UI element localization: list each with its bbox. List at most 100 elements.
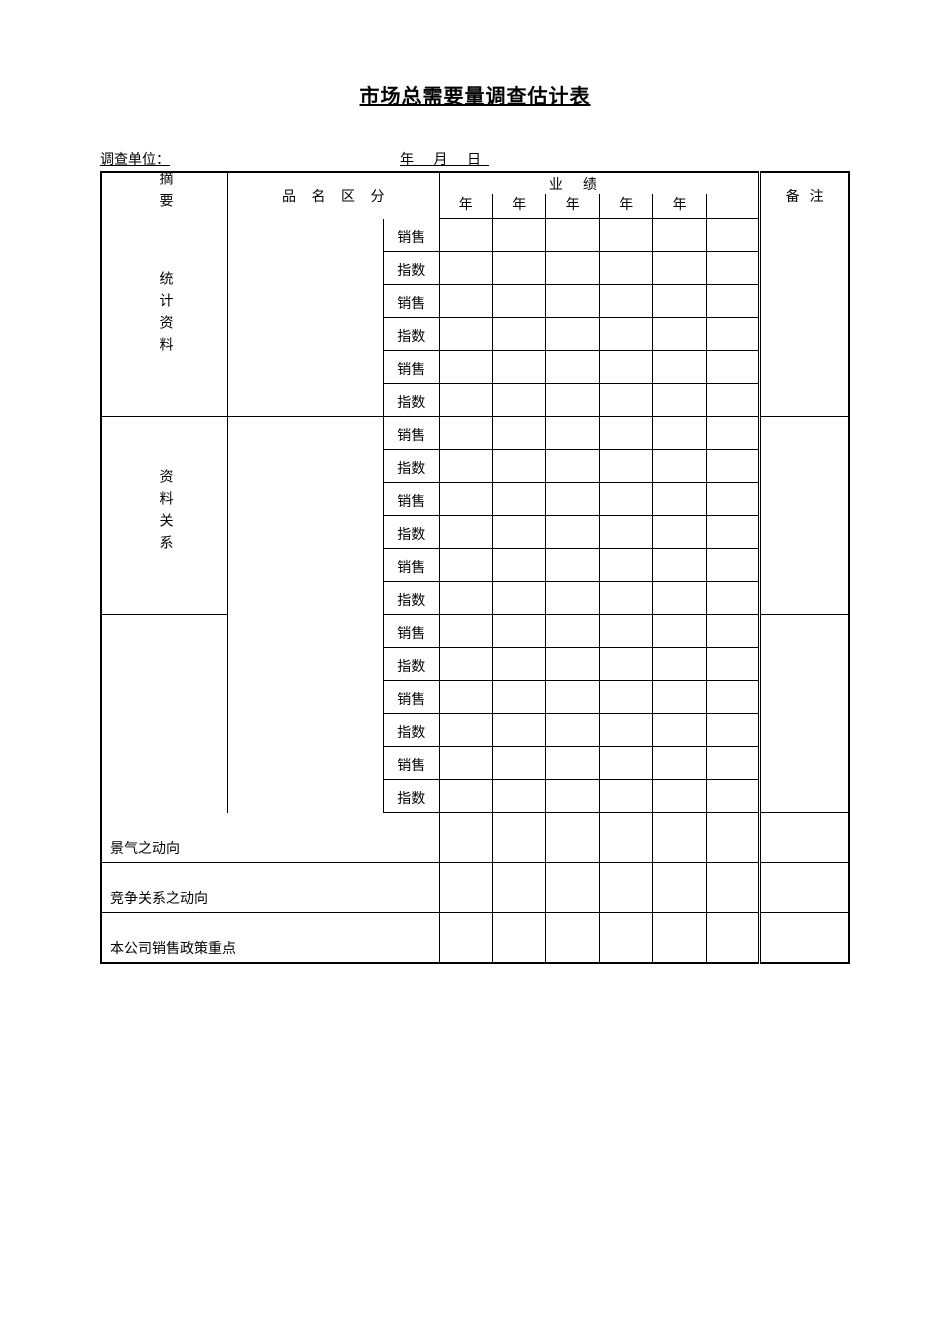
section-stats: 统计资料 bbox=[101, 219, 227, 417]
data-cell bbox=[493, 681, 546, 714]
data-cell bbox=[599, 483, 652, 516]
product-cell bbox=[227, 615, 383, 681]
data-cell bbox=[653, 747, 706, 780]
data-cell bbox=[439, 285, 492, 318]
remark-cell bbox=[760, 516, 849, 549]
data-cell bbox=[706, 351, 759, 384]
data-cell bbox=[653, 384, 706, 417]
data-cell bbox=[493, 285, 546, 318]
data-cell bbox=[546, 813, 599, 863]
metric-index: 指数 bbox=[383, 450, 439, 483]
data-cell bbox=[706, 252, 759, 285]
data-cell bbox=[546, 318, 599, 351]
data-cell bbox=[599, 219, 652, 252]
data-cell bbox=[493, 913, 546, 963]
metric-index: 指数 bbox=[383, 318, 439, 351]
data-cell bbox=[546, 549, 599, 582]
footer-policy: 本公司销售政策重点 bbox=[101, 913, 439, 963]
data-cell bbox=[599, 582, 652, 615]
remark-cell bbox=[760, 318, 849, 351]
data-cell bbox=[653, 714, 706, 747]
data-cell bbox=[599, 681, 652, 714]
data-cell bbox=[706, 516, 759, 549]
remark-cell bbox=[760, 648, 849, 681]
header-blank-col bbox=[706, 172, 759, 219]
data-cell bbox=[493, 318, 546, 351]
metric-sales: 销售 bbox=[383, 681, 439, 714]
header-year-5: 年 bbox=[653, 194, 706, 219]
survey-table: 摘要 品 名 区 分 业绩 备注 年 年 年 年 年 统计资料 销售 指数 销 bbox=[100, 171, 850, 964]
data-cell bbox=[439, 351, 492, 384]
data-cell bbox=[653, 863, 706, 913]
data-cell bbox=[599, 913, 652, 963]
footer-trend: 景气之动向 bbox=[101, 813, 439, 863]
data-cell bbox=[599, 351, 652, 384]
date-label: 年 月 日 bbox=[400, 149, 489, 169]
product-cell bbox=[227, 219, 383, 285]
metric-sales: 销售 bbox=[383, 549, 439, 582]
remark-cell bbox=[760, 219, 849, 252]
data-cell bbox=[439, 219, 492, 252]
data-cell bbox=[493, 516, 546, 549]
data-cell bbox=[493, 252, 546, 285]
data-cell bbox=[653, 681, 706, 714]
product-cell bbox=[227, 417, 383, 483]
data-cell bbox=[493, 582, 546, 615]
data-cell bbox=[493, 417, 546, 450]
data-cell bbox=[653, 483, 706, 516]
remark-cell bbox=[760, 252, 849, 285]
data-cell bbox=[546, 516, 599, 549]
metric-sales: 销售 bbox=[383, 285, 439, 318]
data-cell bbox=[546, 219, 599, 252]
data-cell bbox=[439, 384, 492, 417]
data-cell bbox=[653, 252, 706, 285]
metric-sales: 销售 bbox=[383, 747, 439, 780]
data-cell bbox=[706, 549, 759, 582]
data-cell bbox=[493, 615, 546, 648]
remark-cell bbox=[760, 450, 849, 483]
data-cell bbox=[493, 747, 546, 780]
header-year-4: 年 bbox=[599, 194, 652, 219]
data-cell bbox=[493, 384, 546, 417]
data-cell bbox=[439, 813, 492, 863]
data-cell bbox=[653, 318, 706, 351]
remark-cell bbox=[760, 351, 849, 384]
data-cell bbox=[599, 747, 652, 780]
data-cell bbox=[493, 648, 546, 681]
data-cell bbox=[653, 516, 706, 549]
data-cell bbox=[706, 615, 759, 648]
data-cell bbox=[653, 219, 706, 252]
metric-sales: 销售 bbox=[383, 483, 439, 516]
data-cell bbox=[546, 450, 599, 483]
header-summary: 摘要 bbox=[101, 172, 227, 219]
data-cell bbox=[546, 483, 599, 516]
data-cell bbox=[599, 863, 652, 913]
section-relation: 资料关系 bbox=[101, 417, 227, 615]
remark-cell bbox=[760, 582, 849, 615]
data-cell bbox=[439, 417, 492, 450]
data-cell bbox=[653, 780, 706, 813]
remark-cell bbox=[760, 747, 849, 780]
data-cell bbox=[599, 318, 652, 351]
header-year-2: 年 bbox=[493, 194, 546, 219]
data-cell bbox=[493, 483, 546, 516]
data-cell bbox=[599, 813, 652, 863]
data-cell bbox=[653, 417, 706, 450]
document-title: 市场总需要量调查估计表 bbox=[100, 80, 850, 109]
data-cell bbox=[706, 913, 759, 963]
data-cell bbox=[439, 913, 492, 963]
data-cell bbox=[653, 351, 706, 384]
data-cell bbox=[653, 648, 706, 681]
data-cell bbox=[599, 714, 652, 747]
metric-index: 指数 bbox=[383, 516, 439, 549]
data-cell bbox=[706, 384, 759, 417]
metric-sales: 销售 bbox=[383, 219, 439, 252]
data-cell bbox=[546, 285, 599, 318]
data-cell bbox=[439, 318, 492, 351]
data-cell bbox=[599, 615, 652, 648]
metric-index: 指数 bbox=[383, 384, 439, 417]
header-remark: 备注 bbox=[760, 172, 849, 219]
header-year-3: 年 bbox=[546, 194, 599, 219]
product-cell bbox=[227, 285, 383, 351]
section-blank bbox=[101, 615, 227, 813]
